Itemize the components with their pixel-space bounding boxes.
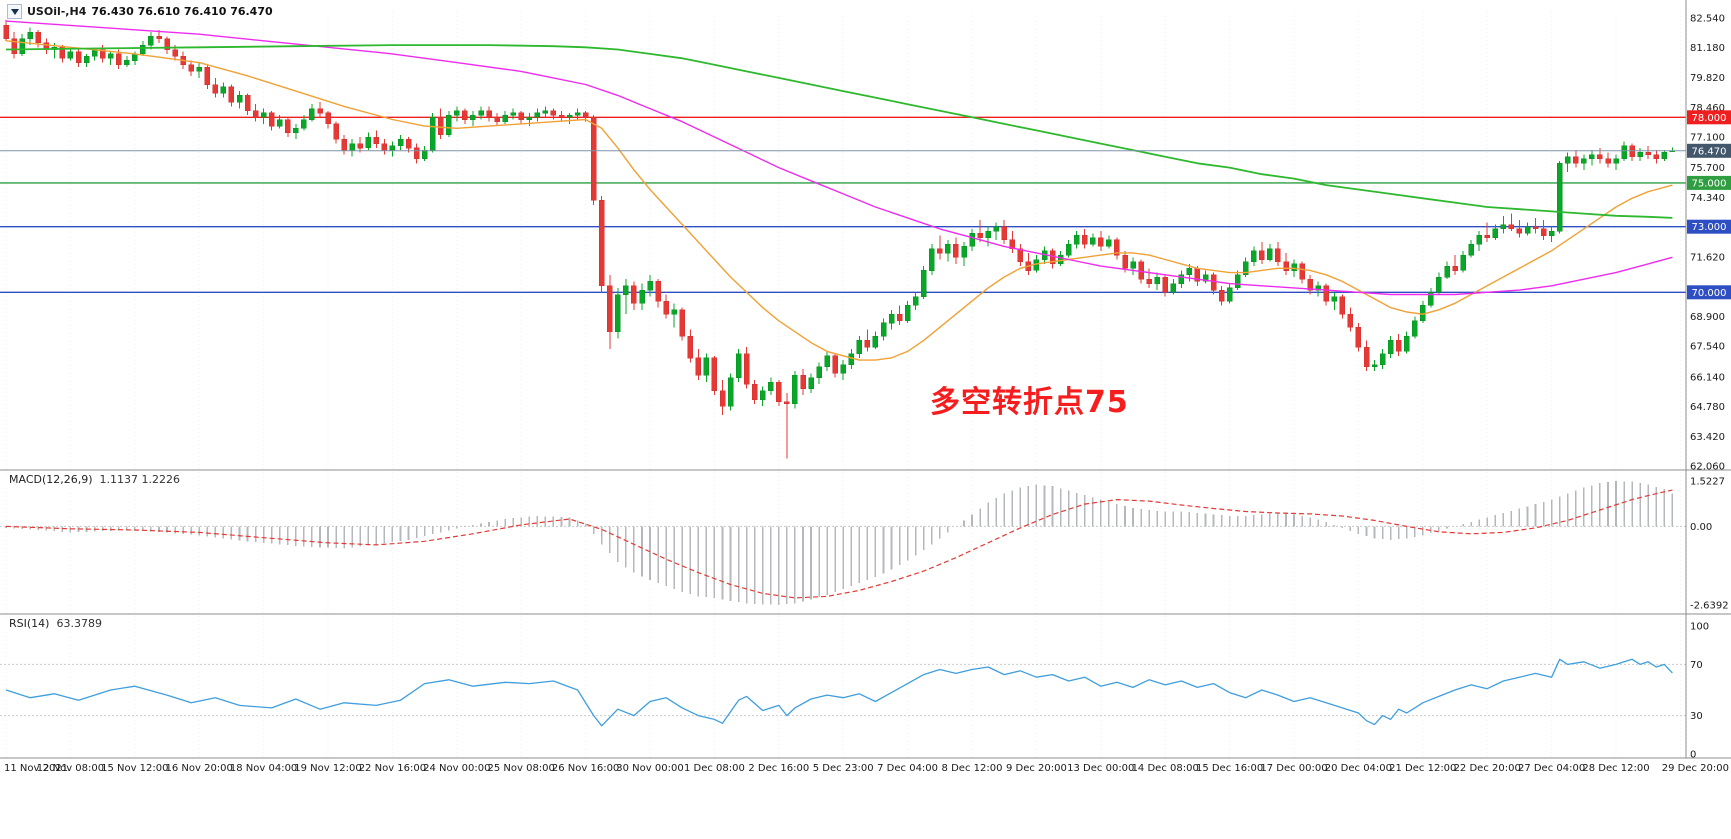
chart-title-overlay: USOil-,H4 76.430 76.610 76.410 76.470 — [5, 3, 279, 20]
svg-text:14 Dec 08:00: 14 Dec 08:00 — [1132, 763, 1199, 774]
svg-text:26 Nov 16:00: 26 Nov 16:00 — [552, 763, 619, 774]
macd-values: 1.1137 1.2226 — [99, 473, 181, 486]
ohlc-values: 76.430 76.610 76.410 76.470 — [91, 5, 273, 18]
svg-text:78.000: 78.000 — [1692, 113, 1727, 124]
rsi-indicator-label: RSI(14) 63.3789 — [6, 617, 105, 630]
svg-text:75.700: 75.700 — [1690, 163, 1725, 174]
macd-axis[interactable]: 1.5227 0.00 -2.6392 — [1690, 477, 1729, 612]
price-axis-badges: 78.000 75.000 73.000 70.000 76.470 — [1687, 110, 1731, 300]
svg-text:76.470: 76.470 — [1692, 146, 1727, 157]
svg-text:24 Nov 00:00: 24 Nov 00:00 — [423, 763, 490, 774]
svg-text:11 Nov 2021: 11 Nov 2021 — [4, 763, 68, 774]
svg-text:15 Dec 16:00: 15 Dec 16:00 — [1196, 763, 1263, 774]
svg-text:1.5227: 1.5227 — [1690, 477, 1725, 488]
svg-text:30: 30 — [1690, 711, 1703, 722]
svg-text:18 Nov 04:00: 18 Nov 04:00 — [230, 763, 297, 774]
rsi-level-lines — [0, 663, 1686, 717]
svg-text:16 Nov 20:00: 16 Nov 20:00 — [165, 763, 232, 774]
svg-text:29 Dec 20:00: 29 Dec 20:00 — [1662, 763, 1729, 774]
svg-text:12 Nov 08:00: 12 Nov 08:00 — [37, 763, 104, 774]
svg-text:64.780: 64.780 — [1690, 402, 1725, 413]
rsi-name: RSI(14) — [9, 617, 50, 630]
rsi-line — [5, 658, 1673, 727]
svg-text:68.900: 68.900 — [1690, 312, 1725, 323]
svg-text:1 Dec 08:00: 1 Dec 08:00 — [684, 763, 745, 774]
macd-histogram — [5, 481, 1674, 605]
svg-text:70.000: 70.000 — [1692, 288, 1727, 299]
svg-text:62.060: 62.060 — [1690, 462, 1725, 473]
panel-separators — [0, 0, 1731, 759]
svg-text:5 Dec 23:00: 5 Dec 23:00 — [813, 763, 874, 774]
svg-text:19 Nov 12:00: 19 Nov 12:00 — [294, 763, 361, 774]
svg-text:22 Nov 16:00: 22 Nov 16:00 — [359, 763, 426, 774]
macd-signal-line — [5, 489, 1673, 599]
svg-text:79.820: 79.820 — [1690, 73, 1725, 84]
svg-text:25 Nov 08:00: 25 Nov 08:00 — [487, 763, 554, 774]
svg-text:28 Dec 12:00: 28 Dec 12:00 — [1582, 763, 1649, 774]
horizontal-price-lines[interactable] — [0, 116, 1686, 293]
chevron-down-icon — [10, 8, 19, 15]
svg-text:0: 0 — [1690, 750, 1696, 761]
svg-text:9 Dec 20:00: 9 Dec 20:00 — [1006, 763, 1067, 774]
ma-mid-magenta-line — [5, 20, 1673, 296]
svg-text:70: 70 — [1690, 660, 1703, 671]
chart-annotation-text[interactable]: 多空转折点75 — [930, 385, 1129, 420]
svg-text:7 Dec 04:00: 7 Dec 04:00 — [877, 763, 938, 774]
svg-text:71.620: 71.620 — [1690, 252, 1725, 263]
svg-text:66.140: 66.140 — [1690, 372, 1725, 383]
svg-text:2 Dec 16:00: 2 Dec 16:00 — [748, 763, 809, 774]
svg-text:82.540: 82.540 — [1690, 14, 1725, 25]
svg-text:0.00: 0.00 — [1690, 522, 1712, 533]
rsi-value: 63.3789 — [56, 617, 102, 630]
rsi-axis[interactable]: 100 70 30 0 — [1690, 622, 1709, 761]
svg-text:21 Dec 12:00: 21 Dec 12:00 — [1389, 763, 1456, 774]
svg-text:30 Nov 00:00: 30 Nov 00:00 — [616, 763, 683, 774]
svg-text:22 Dec 20:00: 22 Dec 20:00 — [1454, 763, 1521, 774]
svg-text:-2.6392: -2.6392 — [1690, 601, 1729, 612]
svg-text:78.460: 78.460 — [1690, 103, 1725, 114]
svg-text:74.340: 74.340 — [1690, 193, 1725, 204]
collapse-toggle[interactable] — [7, 4, 22, 19]
svg-text:75.000: 75.000 — [1692, 178, 1727, 189]
svg-text:20 Dec 04:00: 20 Dec 04:00 — [1325, 763, 1392, 774]
svg-text:13 Dec 00:00: 13 Dec 00:00 — [1067, 763, 1134, 774]
svg-text:17 Dec 00:00: 17 Dec 00:00 — [1260, 763, 1327, 774]
symbol-timeframe-label: USOil-,H4 — [27, 5, 87, 18]
svg-text:8 Dec 12:00: 8 Dec 12:00 — [942, 763, 1003, 774]
ma-slow-green-line — [5, 44, 1673, 219]
svg-text:15 Nov 12:00: 15 Nov 12:00 — [101, 763, 168, 774]
grid-lines — [5, 12, 1681, 758]
macd-name: MACD(12,26,9) — [9, 473, 93, 486]
ma-fast-orange-line — [5, 40, 1673, 361]
candlestick-series — [3, 18, 1676, 459]
svg-text:73.000: 73.000 — [1692, 222, 1727, 233]
svg-text:81.180: 81.180 — [1690, 43, 1725, 54]
svg-text:67.540: 67.540 — [1690, 342, 1725, 353]
svg-text:77.100: 77.100 — [1690, 133, 1725, 144]
svg-text:63.420: 63.420 — [1690, 432, 1725, 443]
price-axis[interactable]: 82.540 81.180 79.820 78.460 77.100 75.700 74.3… — [1690, 14, 1725, 473]
svg-text:100: 100 — [1690, 622, 1709, 633]
svg-text:27 Dec 04:00: 27 Dec 04:00 — [1518, 763, 1585, 774]
macd-indicator-label: MACD(12,26,9) 1.1137 1.2226 — [6, 473, 184, 486]
